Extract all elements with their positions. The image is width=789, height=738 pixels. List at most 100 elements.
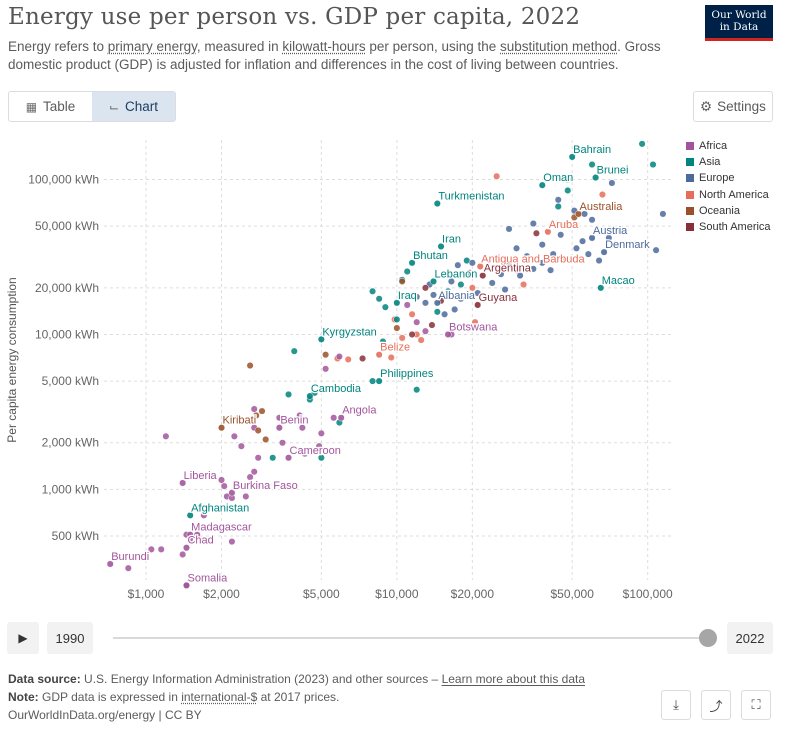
fullscreen-button[interactable]: ⛶ — [741, 690, 771, 720]
legend-item[interactable]: Oceania — [686, 203, 771, 219]
data-point[interactable] — [559, 254, 567, 262]
data-point[interactable] — [512, 266, 521, 274]
data-point[interactable] — [568, 153, 576, 161]
kilowatt-hours-link[interactable]: kilowatt-hours — [282, 39, 366, 54]
primary-energy-link[interactable]: primary energy — [107, 39, 197, 54]
data-point[interactable] — [262, 435, 270, 444]
data-point[interactable] — [497, 270, 505, 278]
data-point[interactable] — [162, 432, 170, 440]
data-point[interactable] — [290, 347, 298, 355]
tab-chart[interactable]: ⌙ Chart — [92, 92, 175, 121]
data-point[interactable] — [317, 335, 325, 343]
timeline-handle[interactable] — [699, 629, 717, 647]
data-point[interactable] — [454, 261, 462, 269]
data-point[interactable] — [246, 473, 254, 481]
data-point[interactable] — [337, 414, 345, 422]
data-point[interactable] — [284, 390, 293, 398]
data-point[interactable] — [381, 303, 389, 311]
data-point[interactable] — [493, 172, 501, 180]
data-point[interactable] — [421, 299, 429, 307]
data-point[interactable] — [476, 262, 484, 270]
data-point[interactable] — [186, 531, 194, 539]
data-point[interactable] — [193, 531, 201, 539]
data-point[interactable] — [441, 310, 449, 318]
legend-item[interactable]: Africa — [686, 138, 771, 154]
data-point[interactable] — [592, 174, 600, 182]
data-point[interactable] — [516, 272, 524, 280]
data-point[interactable] — [457, 280, 465, 289]
data-point[interactable] — [520, 280, 528, 289]
data-point[interactable] — [608, 179, 616, 187]
data-point[interactable] — [429, 277, 438, 285]
data-point[interactable] — [408, 259, 416, 267]
data-point[interactable] — [157, 545, 165, 553]
data-point[interactable] — [649, 160, 657, 169]
data-point[interactable] — [182, 544, 191, 552]
data-point[interactable] — [474, 301, 482, 309]
data-point[interactable] — [652, 246, 660, 254]
data-point[interactable] — [322, 351, 330, 359]
data-point[interactable] — [179, 550, 187, 559]
data-point[interactable] — [275, 414, 283, 422]
data-point[interactable] — [429, 291, 438, 299]
data-point[interactable] — [538, 181, 546, 189]
data-point[interactable] — [398, 334, 406, 342]
data-point[interactable] — [250, 468, 258, 476]
data-point[interactable] — [437, 242, 445, 250]
data-point[interactable] — [254, 454, 262, 462]
data-point[interactable] — [588, 234, 596, 242]
data-point[interactable] — [421, 284, 429, 292]
data-point[interactable] — [252, 411, 260, 420]
data-point[interactable] — [529, 265, 537, 273]
data-point[interactable] — [505, 225, 513, 233]
data-point[interactable] — [344, 355, 352, 363]
data-point[interactable] — [322, 365, 330, 373]
data-point[interactable] — [600, 248, 608, 256]
data-point[interactable] — [387, 353, 395, 362]
data-point[interactable] — [242, 492, 250, 501]
data-point[interactable] — [512, 244, 521, 252]
data-point[interactable] — [468, 259, 476, 267]
data-point[interactable] — [457, 295, 465, 303]
data-point[interactable] — [605, 234, 613, 242]
data-point[interactable] — [147, 545, 155, 553]
data-point[interactable] — [217, 476, 226, 484]
data-point[interactable] — [638, 140, 646, 148]
data-point[interactable] — [375, 295, 383, 303]
data-point[interactable] — [595, 256, 603, 265]
data-point[interactable] — [393, 324, 401, 332]
data-point[interactable] — [544, 228, 552, 236]
data-point[interactable] — [296, 411, 304, 420]
data-point[interactable] — [421, 327, 429, 335]
data-point[interactable] — [375, 377, 383, 385]
data-point[interactable] — [200, 511, 208, 519]
data-point[interactable] — [217, 424, 226, 432]
data-point[interactable] — [488, 279, 496, 287]
substitution-method-link[interactable]: substitution method — [500, 39, 618, 54]
data-point[interactable] — [501, 285, 509, 294]
data-point[interactable] — [275, 424, 283, 432]
data-point[interactable] — [433, 308, 441, 316]
data-point[interactable] — [413, 293, 421, 301]
data-point[interactable] — [572, 244, 581, 252]
data-point[interactable] — [398, 277, 406, 285]
data-point[interactable] — [529, 219, 537, 228]
data-point[interactable] — [246, 361, 254, 370]
data-point[interactable] — [505, 261, 513, 269]
international-dollar-link[interactable]: international-$ — [181, 690, 258, 704]
legend-item[interactable]: North America — [686, 187, 771, 203]
data-point[interactable] — [182, 581, 191, 589]
data-point[interactable] — [403, 301, 411, 309]
data-point[interactable] — [254, 426, 262, 435]
data-point[interactable] — [408, 310, 416, 318]
learn-more-link[interactable]: Learn more about this data — [441, 672, 586, 686]
data-point[interactable] — [393, 299, 401, 307]
data-point[interactable] — [433, 199, 441, 208]
data-point[interactable] — [368, 287, 377, 295]
data-point[interactable] — [403, 267, 411, 276]
settings-button[interactable]: ⚙ Settings — [693, 91, 773, 122]
data-point[interactable] — [298, 424, 306, 432]
play-button[interactable]: ▶ — [7, 622, 39, 654]
data-point[interactable] — [237, 442, 245, 450]
data-point[interactable] — [359, 354, 367, 363]
